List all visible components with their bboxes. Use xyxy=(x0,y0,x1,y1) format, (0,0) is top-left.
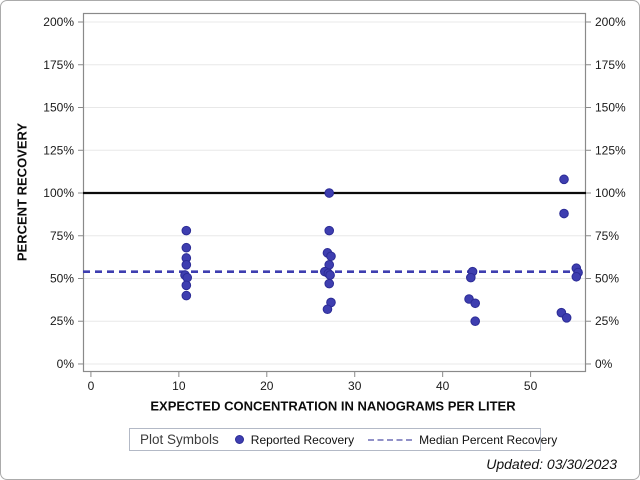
svg-text:20: 20 xyxy=(260,379,274,393)
data-point xyxy=(322,304,333,315)
data-point xyxy=(181,290,192,301)
data-point xyxy=(561,313,572,323)
svg-text:175%: 175% xyxy=(43,58,74,72)
legend-item-label: Median Percent Recovery xyxy=(419,432,558,447)
svg-text:150%: 150% xyxy=(43,101,74,115)
legend-item-median-recovery: Median Percent Recovery xyxy=(368,433,557,447)
updated-date: Updated: 03/30/2023 xyxy=(486,456,617,472)
svg-text:200%: 200% xyxy=(43,15,74,29)
svg-text:0: 0 xyxy=(88,379,95,393)
svg-text:0%: 0% xyxy=(595,357,613,371)
svg-text:40: 40 xyxy=(436,379,450,393)
data-point xyxy=(466,272,476,283)
data-point xyxy=(559,174,569,185)
svg-text:125%: 125% xyxy=(43,143,74,157)
x-axis-title: EXPECTED CONCENTRATION IN NANOGRAMS PER … xyxy=(150,398,516,414)
data-point xyxy=(559,208,569,219)
data-point xyxy=(181,260,192,270)
plot-svg: 0% 0% 25% 25% 50% 50% 75% 75% 100% 100% 125% 125% 15… xyxy=(43,12,626,393)
data-point xyxy=(324,225,335,236)
svg-text:10: 10 xyxy=(172,379,186,393)
svg-text:100%: 100% xyxy=(595,186,626,200)
svg-text:200%: 200% xyxy=(595,15,626,29)
data-point xyxy=(470,316,480,327)
x-axis-ticks: 0 10 20 30 40 50 xyxy=(88,372,538,393)
svg-text:0%: 0% xyxy=(57,357,75,371)
svg-text:30: 30 xyxy=(348,379,362,393)
legend-item-label: Reported Recovery xyxy=(250,432,355,447)
svg-text:25%: 25% xyxy=(595,314,619,328)
svg-text:100%: 100% xyxy=(43,186,74,200)
legend-title: Plot Symbols xyxy=(140,432,219,447)
y-axis-title: PERCENT RECOVERY xyxy=(14,122,30,262)
svg-text:125%: 125% xyxy=(595,143,626,157)
y-axis-ticks: 0% 0% 25% 25% 50% 50% 75% 75% 100% 100% 125% 125% 15… xyxy=(43,15,626,371)
data-point xyxy=(325,270,335,280)
svg-text:75%: 75% xyxy=(595,229,619,243)
svg-text:25%: 25% xyxy=(50,314,74,328)
dot-marker-icon xyxy=(234,435,244,444)
svg-text:150%: 150% xyxy=(595,101,626,115)
data-point xyxy=(324,278,335,289)
data-point xyxy=(181,280,192,291)
svg-text:50%: 50% xyxy=(595,271,619,285)
svg-text:50%: 50% xyxy=(50,271,74,285)
data-points xyxy=(180,174,583,327)
data-point xyxy=(326,251,336,262)
data-point xyxy=(470,298,480,309)
data-point xyxy=(181,225,192,236)
dashed-line-icon xyxy=(368,438,413,441)
svg-text:50: 50 xyxy=(524,379,538,393)
data-point xyxy=(181,242,192,253)
legend: Plot Symbols Reported Recovery Median Pe… xyxy=(129,428,557,451)
data-point xyxy=(324,188,335,198)
svg-text:75%: 75% xyxy=(50,229,74,243)
svg-text:175%: 175% xyxy=(595,58,626,72)
data-point xyxy=(571,271,582,282)
legend-item-reported-recovery: Reported Recovery xyxy=(234,432,355,447)
